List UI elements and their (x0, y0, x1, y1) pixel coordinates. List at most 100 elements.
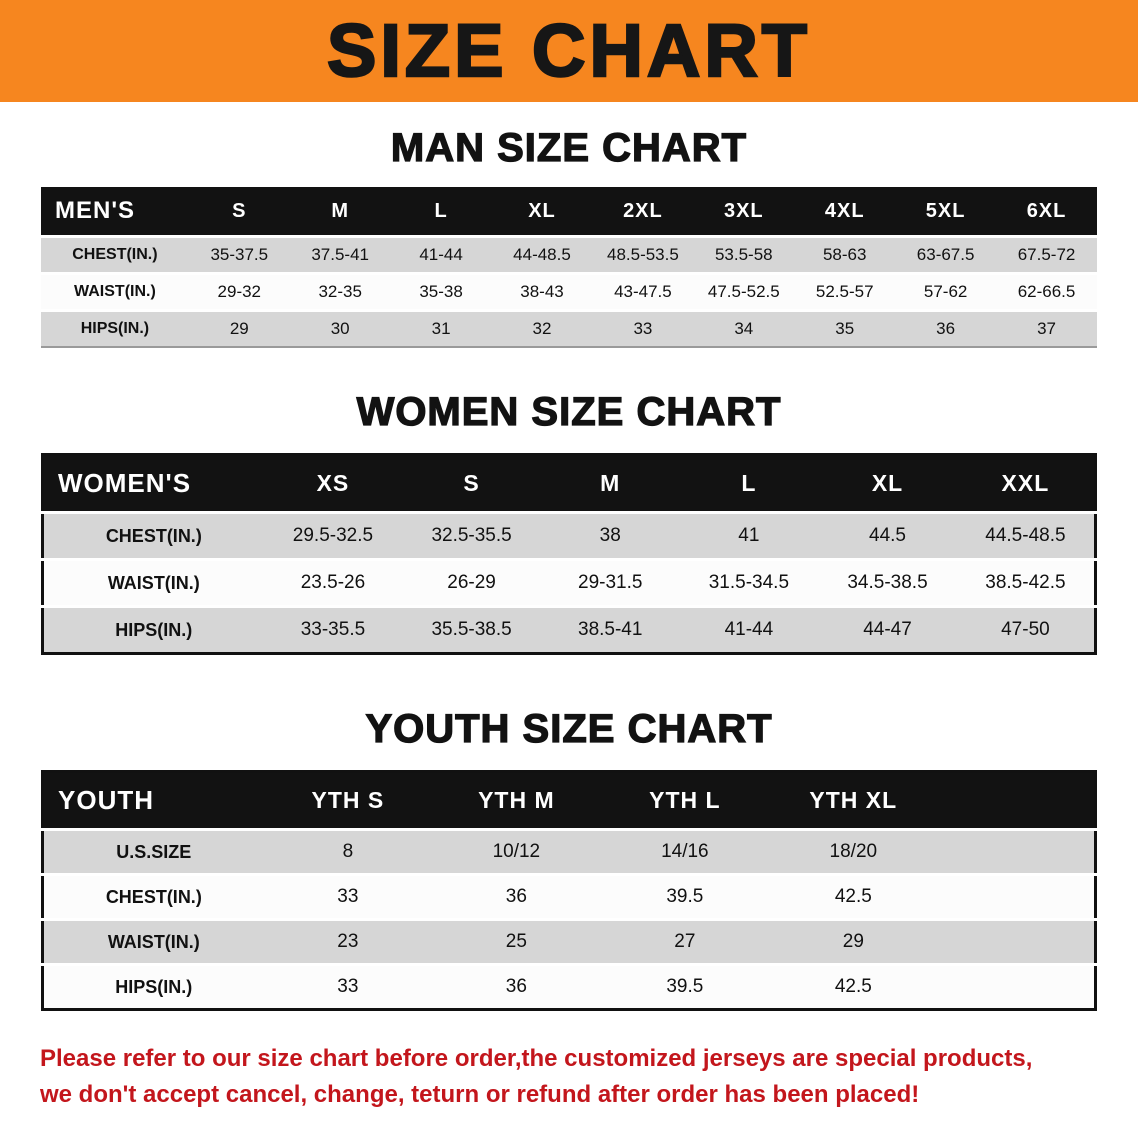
table-cell: 8 (263, 828, 433, 875)
size-column-header: 4XL (794, 187, 896, 237)
table-cell: 42.5 (769, 963, 938, 1010)
table-cell: 18/20 (769, 828, 938, 875)
table-cell: 10/12 (432, 828, 601, 875)
table-cell: 36 (895, 309, 997, 347)
table-cell: 39.5 (600, 963, 770, 1010)
table-cell: 58-63 (794, 235, 896, 274)
table-cell: 32.5-35.5 (402, 511, 541, 560)
table-row: WAIST(IN.) 23 25 27 29 (42, 918, 1096, 965)
size-column-header: M (540, 454, 680, 513)
table-cell: 33 (263, 963, 433, 1010)
table-cell: 62-66.5 (996, 272, 1097, 311)
size-column-header: YTH M (432, 771, 601, 830)
table-cell: 57-62 (895, 272, 997, 311)
table-cell: 38-43 (491, 272, 593, 311)
table-cell: 35.5-38.5 (402, 605, 541, 654)
table-row: CHEST(IN.) 29.5-32.5 32.5-35.5 38 41 44.5 44.5… (42, 511, 1096, 560)
table-cell: 34.5-38.5 (818, 558, 957, 607)
size-column-header: XXL (956, 454, 1096, 513)
size-column-header: YTH L (600, 771, 770, 830)
women-size-table: WOMEN'S XS S M L XL XXL CHEST(IN.) 29.5-32.5 32.5… (41, 453, 1097, 655)
table-row: HIPS(IN.) 29 30 31 32 33 34 35 36 37 (41, 309, 1097, 347)
row-filler-cell (937, 918, 1096, 965)
table-cell: 32-35 (289, 272, 391, 311)
size-column-header: M (289, 187, 391, 237)
table-cell: 47.5-52.5 (693, 272, 795, 311)
row-label: CHEST(IN.) (41, 235, 189, 274)
table-cell: 33 (263, 873, 433, 920)
table-row: CHEST(IN.) 35-37.5 37.5-41 41-44 44-48.5 48.5… (41, 235, 1097, 274)
row-label: CHEST(IN.) (42, 511, 264, 560)
table-cell: 29-32 (188, 272, 290, 311)
table-title-cell: MEN'S (41, 187, 189, 237)
table-cell: 53.5-58 (693, 235, 795, 274)
table-row: HIPS(IN.) 33 36 39.5 42.5 (42, 963, 1096, 1010)
table-cell: 37 (996, 309, 1097, 347)
size-column-header: L (679, 454, 819, 513)
size-column-header: YTH XL (769, 771, 938, 830)
table-cell: 41 (679, 511, 819, 560)
table-cell: 35-37.5 (188, 235, 290, 274)
table-cell: 25 (432, 918, 601, 965)
size-column-header: XS (263, 454, 403, 513)
table-cell: 35 (794, 309, 896, 347)
section-men: MAN SIZE CHART MEN'S S M L XL 2XL 3XL 4XL 5XL 6XL… (0, 125, 1138, 348)
row-label: HIPS(IN.) (42, 605, 264, 654)
women-section-heading: WOMEN SIZE CHART (356, 389, 782, 434)
size-column-header: 5XL (895, 187, 997, 237)
section-women: WOMEN SIZE CHART WOMEN'S XS S M L XL XXL CHEST(… (0, 389, 1138, 655)
table-cell: 41-44 (679, 605, 819, 654)
table-cell: 33 (592, 309, 694, 347)
table-header-row: YOUTH YTH S YTH M YTH L YTH XL (42, 771, 1096, 830)
men-section-heading: MAN SIZE CHART (390, 125, 748, 170)
table-row: HIPS(IN.) 33-35.5 35.5-38.5 38.5-41 41-44 44-… (42, 605, 1096, 654)
page-title: SIZE CHART (326, 9, 811, 92)
table-cell: 35-38 (390, 272, 492, 311)
table-cell: 29 (769, 918, 938, 965)
table-cell: 44-47 (818, 605, 957, 654)
row-label: WAIST(IN.) (42, 918, 264, 965)
size-column-header: XL (818, 454, 957, 513)
table-cell: 36 (432, 873, 601, 920)
youth-size-table: YOUTH YTH S YTH M YTH L YTH XL U.S.SIZE 8 10/12… (41, 770, 1097, 1011)
table-cell: 38 (540, 511, 680, 560)
note-line-1: Please refer to our size chart before or… (40, 1045, 1033, 1072)
row-filler-cell (937, 828, 1096, 875)
footer-note: Please refer to our size chart before or… (40, 1041, 1138, 1113)
size-column-header: XL (491, 187, 593, 237)
table-cell: 29-31.5 (540, 558, 680, 607)
table-cell: 14/16 (600, 828, 770, 875)
table-cell: 38.5-41 (540, 605, 680, 654)
table-cell: 26-29 (402, 558, 541, 607)
size-column-header: S (402, 454, 541, 513)
table-cell: 39.5 (600, 873, 770, 920)
row-label: HIPS(IN.) (41, 309, 189, 347)
table-cell: 27 (600, 918, 770, 965)
note-line-2: we don't accept cancel, change, teturn o… (40, 1081, 920, 1108)
table-cell: 29 (188, 309, 290, 347)
size-column-header: 6XL (996, 187, 1097, 237)
size-column-header: YTH S (263, 771, 433, 830)
table-cell: 29.5-32.5 (263, 511, 403, 560)
table-cell: 31 (390, 309, 492, 347)
table-cell: 44.5-48.5 (956, 511, 1096, 560)
table-cell: 67.5-72 (996, 235, 1097, 274)
row-filler-cell (937, 963, 1096, 1010)
table-row: WAIST(IN.) 23.5-26 26-29 29-31.5 31.5-34.5 34… (42, 558, 1096, 607)
table-cell: 63-67.5 (895, 235, 997, 274)
row-label: CHEST(IN.) (42, 873, 264, 920)
table-cell: 44-48.5 (491, 235, 593, 274)
row-label: HIPS(IN.) (42, 963, 264, 1010)
table-cell: 43-47.5 (592, 272, 694, 311)
table-header-row: WOMEN'S XS S M L XL XXL (42, 454, 1096, 513)
row-filler-cell (937, 873, 1096, 920)
banner: SIZE CHART (0, 0, 1138, 102)
row-label: WAIST(IN.) (41, 272, 189, 311)
size-column-header: 3XL (693, 187, 795, 237)
table-cell: 47-50 (956, 605, 1096, 654)
header-filler-cell (937, 771, 1096, 830)
table-cell: 30 (289, 309, 391, 347)
table-cell: 37.5-41 (289, 235, 391, 274)
table-cell: 38.5-42.5 (956, 558, 1096, 607)
table-cell: 33-35.5 (263, 605, 403, 654)
